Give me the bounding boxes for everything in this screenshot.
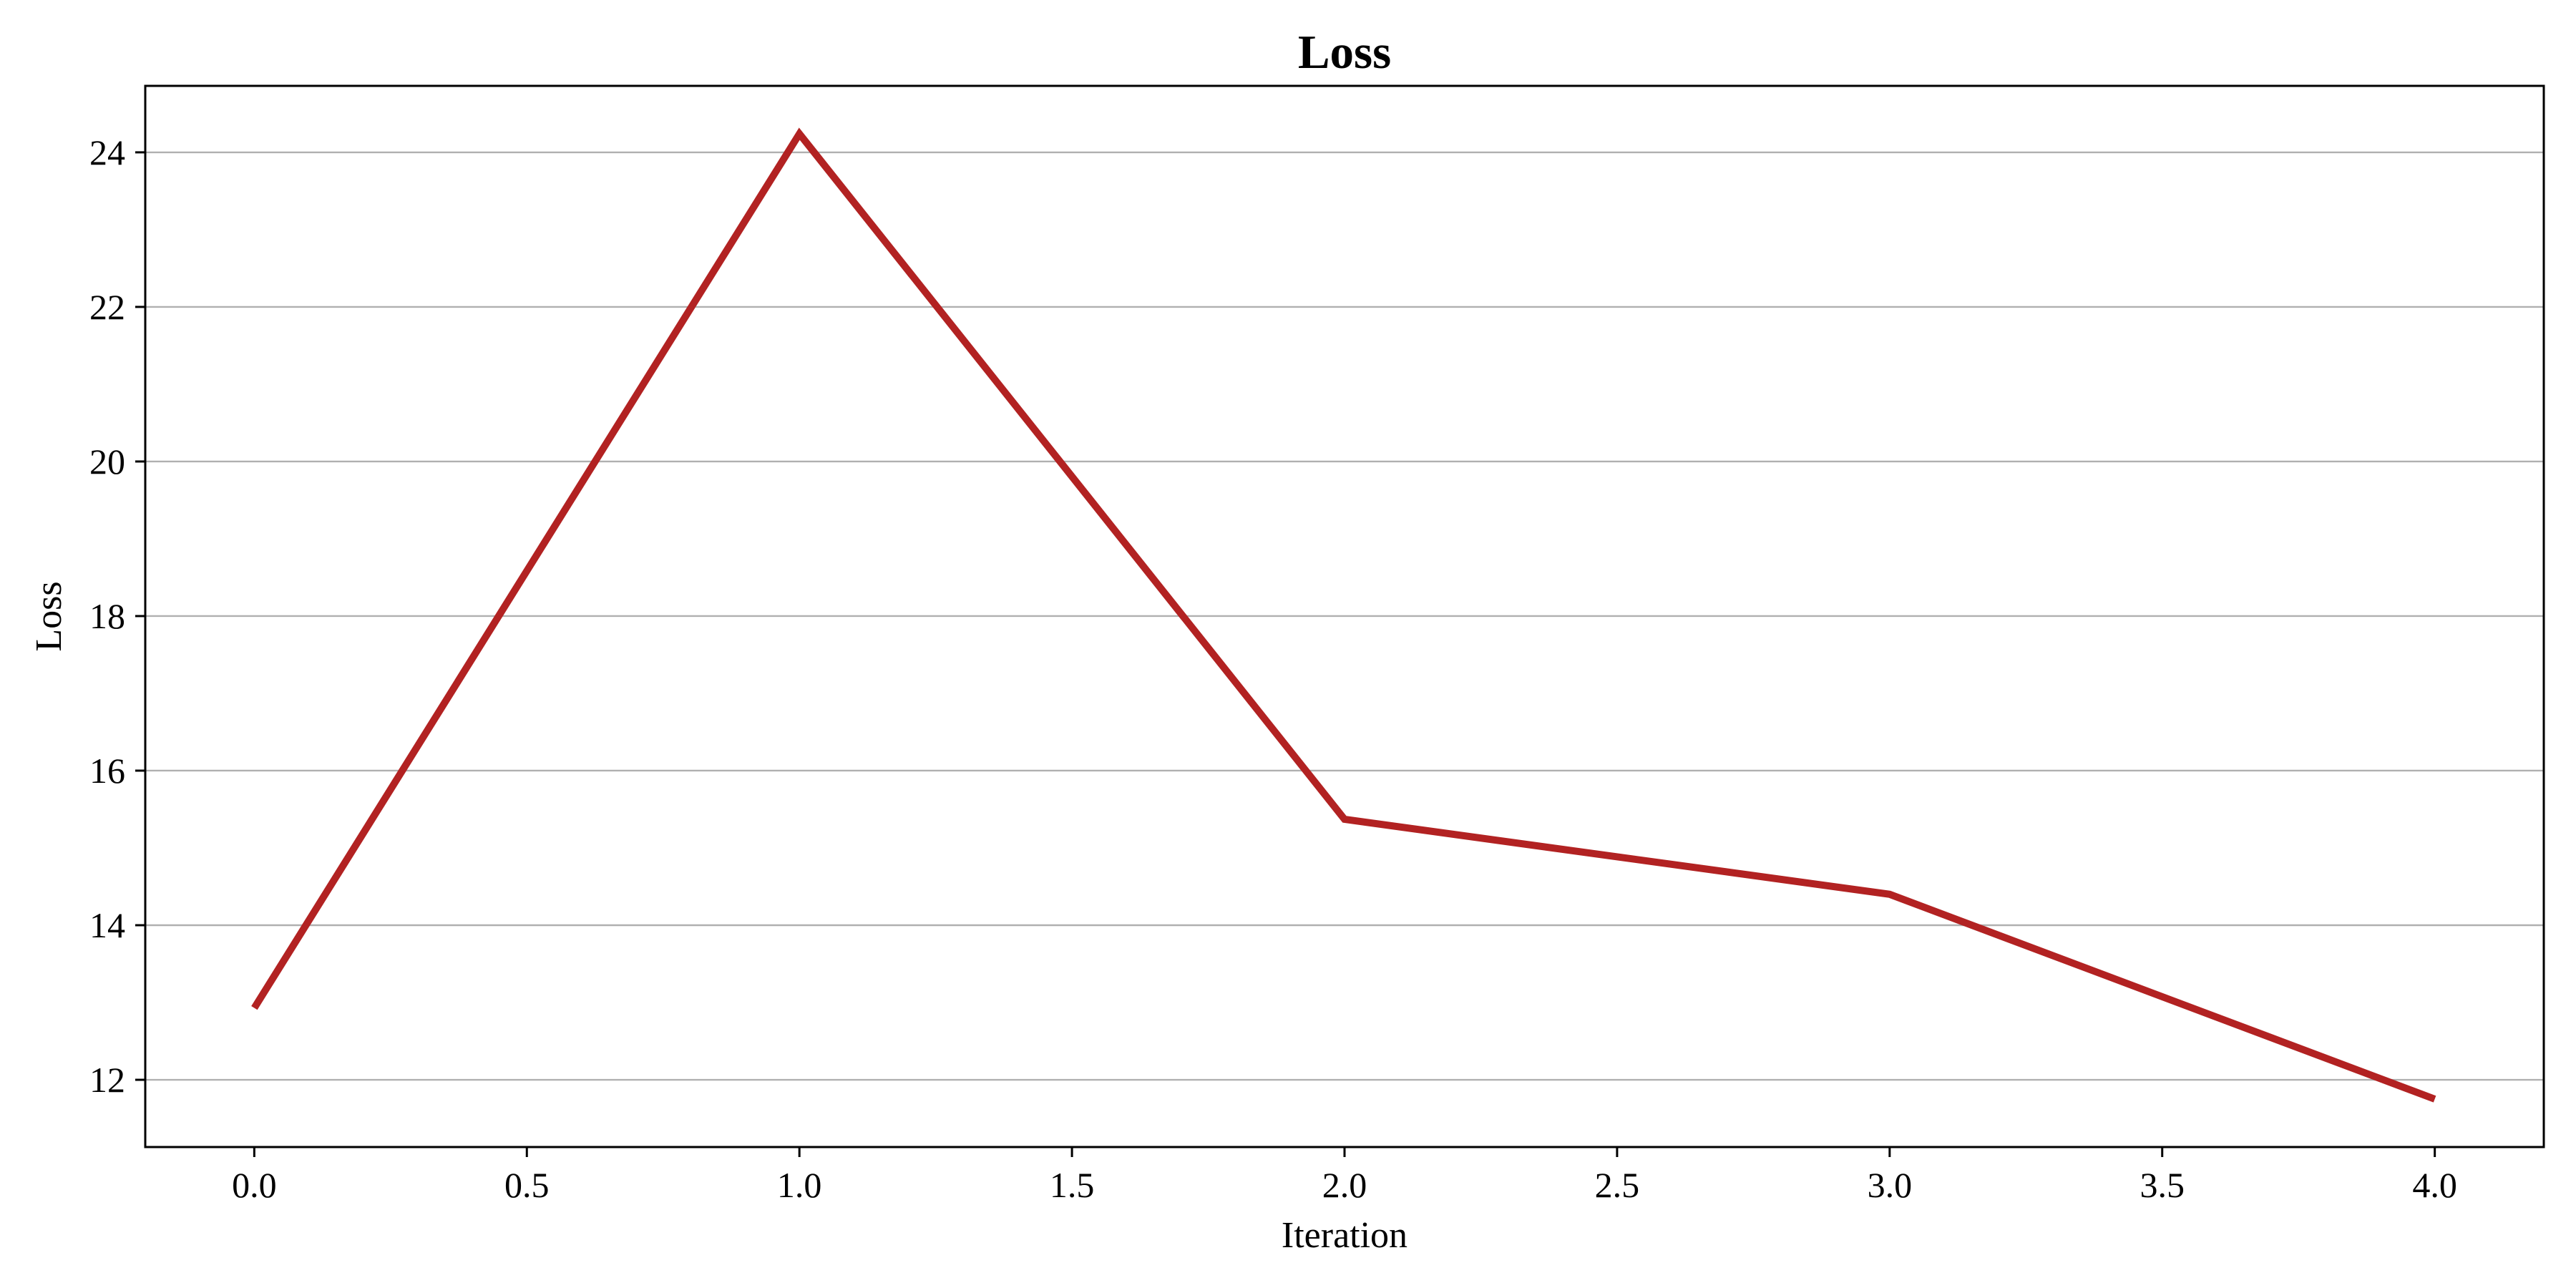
chart-title: Loss	[1298, 26, 1391, 79]
y-tick-label: 24	[89, 132, 125, 172]
y-tick-label: 18	[89, 596, 125, 636]
x-tick-label: 3.5	[2140, 1165, 2185, 1205]
y-tick-label: 14	[89, 905, 125, 945]
x-axis-label: Iteration	[1282, 1215, 1407, 1256]
x-tick-label: 0.0	[232, 1165, 277, 1205]
series-layer	[251, 127, 2436, 1103]
x-tick-label: 2.0	[1322, 1165, 1367, 1205]
y-tick-label: 12	[89, 1060, 125, 1100]
y-tick-label: 16	[89, 751, 125, 791]
grid-layer	[145, 151, 2544, 1081]
tick-layer: 0.0 0.5 1.0 1.5 2.0 2.5 3.0 3.5 4.0 12 14 16 18 20 22 2…	[89, 132, 2457, 1205]
x-tick-label: 2.5	[1595, 1165, 1640, 1205]
x-tick-label: 1.0	[777, 1165, 822, 1205]
y-tick-label: 20	[89, 441, 125, 482]
x-tick-label: 4.0	[2412, 1165, 2457, 1205]
x-tick-label: 3.0	[1868, 1165, 1913, 1205]
loss-series-line	[251, 127, 2436, 1103]
y-tick-label: 22	[89, 287, 125, 327]
y-axis-label: Loss	[29, 581, 69, 651]
x-tick-label: 1.5	[1050, 1165, 1095, 1205]
x-tick-label: 0.5	[504, 1165, 550, 1205]
